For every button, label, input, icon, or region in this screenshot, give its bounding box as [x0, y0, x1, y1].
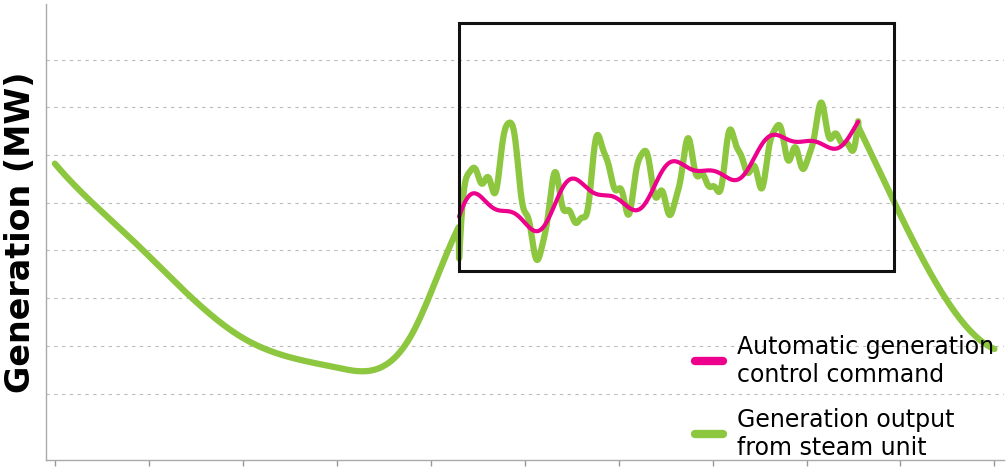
Legend: Automatic generation
control command, Generation output
from steam unit: Automatic generation control command, Ge… — [687, 328, 1002, 467]
Bar — [459, 23, 894, 271]
Y-axis label: Generation (MW): Generation (MW) — [4, 71, 37, 393]
